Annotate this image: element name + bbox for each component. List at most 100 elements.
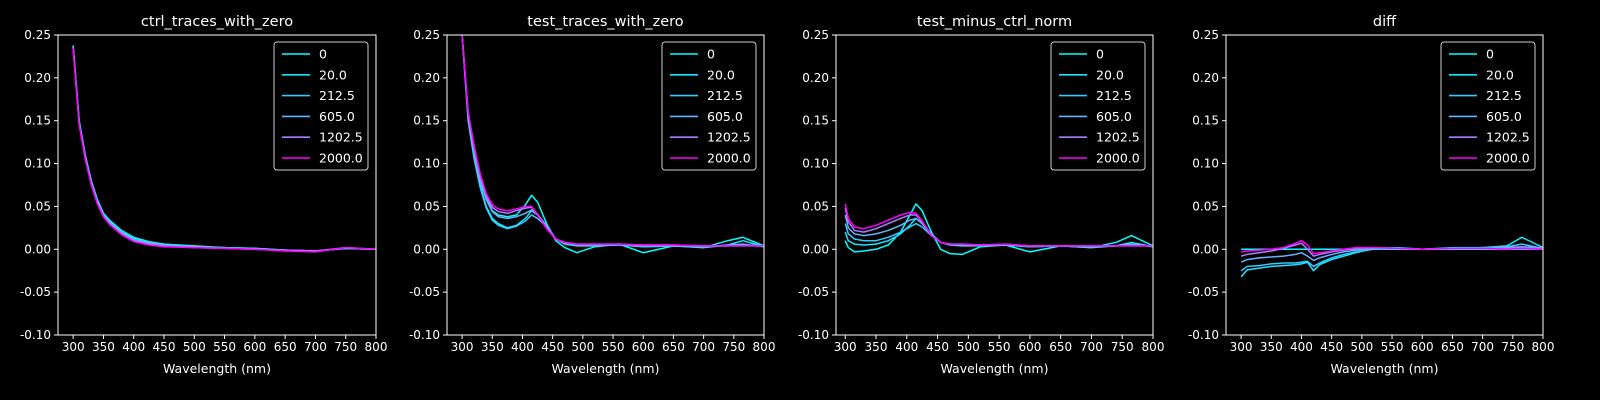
x-tick-label: 650 xyxy=(274,340,297,354)
x-tick-label: 450 xyxy=(926,340,949,354)
legend-label: 212.5 xyxy=(319,88,355,103)
y-tick-label: 0.00 xyxy=(24,242,51,256)
legend: 0 20.0 212.5 605.0 1202.5 2000.0 xyxy=(661,41,757,171)
x-tick-label: 600 xyxy=(632,340,655,354)
legend-label: 605.0 xyxy=(707,109,743,124)
x-tick-label: 800 xyxy=(1532,340,1555,354)
x-axis-label: Wavelength (nm) xyxy=(941,361,1049,376)
y-tick-label: 0.10 xyxy=(802,157,829,171)
x-tick-label: 600 xyxy=(243,340,266,354)
x-tick-label: 300 xyxy=(1230,340,1253,354)
legend-label: 2000.0 xyxy=(319,151,363,166)
y-tick-label: 0.00 xyxy=(413,242,440,256)
series-line-2000.0 xyxy=(461,35,764,247)
legend-label: 1202.5 xyxy=(1486,130,1530,145)
series-line-1202.5 xyxy=(844,207,1153,247)
legend-label: 605.0 xyxy=(1486,109,1522,124)
legend-label: 1202.5 xyxy=(1096,130,1140,145)
series-line-2000.0 xyxy=(72,48,376,253)
y-tick-label: -0.05 xyxy=(409,285,440,299)
x-tick-label: 300 xyxy=(62,340,85,354)
x-tick-label: 700 xyxy=(1471,340,1494,354)
y-tick-label: -0.05 xyxy=(798,285,829,299)
legend-label: 0 xyxy=(1486,47,1494,62)
legend-label: 2000.0 xyxy=(707,151,751,166)
x-tick-label: 350 xyxy=(865,340,888,354)
x-tick-label: 500 xyxy=(957,340,980,354)
y-tick-label: 0.15 xyxy=(1192,114,1219,128)
series-line-212.5 xyxy=(844,222,1153,248)
y-tick-label: 0.00 xyxy=(802,242,829,256)
series-line-2000.0 xyxy=(844,203,1153,247)
y-tick-label: -0.10 xyxy=(20,328,51,342)
x-tick-label: 400 xyxy=(1290,340,1313,354)
x-tick-label: 300 xyxy=(451,340,474,354)
legend-label: 20.0 xyxy=(1096,67,1124,82)
series-line-20.0 xyxy=(1240,236,1543,278)
y-tick-label: 0.05 xyxy=(413,199,440,213)
x-tick-label: 450 xyxy=(541,340,564,354)
axes-frame xyxy=(835,34,1154,336)
y-tick-label: 0.15 xyxy=(413,114,440,128)
y-tick-label: 0.25 xyxy=(413,28,440,42)
x-tick-label: 700 xyxy=(692,340,715,354)
y-tick-label: 0.00 xyxy=(1192,242,1219,256)
axes-frame xyxy=(446,34,765,336)
x-tick-label: 800 xyxy=(753,340,776,354)
x-tick-label: 500 xyxy=(1350,340,1373,354)
x-tick-label: 300 xyxy=(834,340,857,354)
x-tick-label: 350 xyxy=(481,340,504,354)
y-tick-label: 0.20 xyxy=(1192,71,1219,85)
y-tick-label: 0.25 xyxy=(24,28,51,42)
legend-label: 1202.5 xyxy=(707,130,751,145)
legend-label: 605.0 xyxy=(319,109,355,124)
x-tick-label: 550 xyxy=(213,340,236,354)
legend-label: 212.5 xyxy=(707,88,743,103)
x-tick-label: 400 xyxy=(511,340,534,354)
legend: 0 20.0 212.5 605.0 1202.5 2000.0 xyxy=(1440,41,1536,171)
x-tick-label: 700 xyxy=(304,340,327,354)
chart-panel-4: 300 350 400 450 500 550 600 650 700 750 800 -0.10 -0… xyxy=(1188,14,1555,376)
x-tick-label: 700 xyxy=(1080,340,1103,354)
legend: 0 20.0 212.5 605.0 1202.5 2000.0 xyxy=(1050,41,1146,171)
y-tick-label: 0.20 xyxy=(802,71,829,85)
legend: 0 20.0 212.5 605.0 1202.5 2000.0 xyxy=(273,41,369,171)
legend-label: 212.5 xyxy=(1486,88,1522,103)
axes-frame xyxy=(1225,34,1544,336)
x-tick-label: 500 xyxy=(183,340,206,354)
chart-title: diff xyxy=(1373,14,1397,30)
y-tick-label: -0.05 xyxy=(1188,285,1219,299)
y-tick-label: 0.10 xyxy=(413,157,440,171)
series-group xyxy=(844,203,1153,256)
legend-label: 1202.5 xyxy=(319,130,363,145)
x-tick-label: 400 xyxy=(122,340,145,354)
legend-label: 212.5 xyxy=(1096,88,1132,103)
y-tick-label: 0.10 xyxy=(24,157,51,171)
legend-label: 20.0 xyxy=(319,67,347,82)
y-tick-label: 0.25 xyxy=(802,28,829,42)
x-tick-label: 450 xyxy=(153,340,176,354)
chart-panel-1: 300 350 400 450 500 550 600 650 700 750 800 -0.10 -0… xyxy=(20,14,388,376)
x-tick-label: 500 xyxy=(571,340,594,354)
chart-title: test_traces_with_zero xyxy=(527,14,684,30)
y-tick-label: 0.20 xyxy=(413,71,440,85)
legend-label: 20.0 xyxy=(707,67,735,82)
y-tick-label: 0.05 xyxy=(802,199,829,213)
x-axis-label: Wavelength (nm) xyxy=(163,361,271,376)
x-tick-label: 550 xyxy=(602,340,625,354)
x-axis-label: Wavelength (nm) xyxy=(552,361,660,376)
x-tick-label: 750 xyxy=(1501,340,1524,354)
legend-label: 0 xyxy=(1096,47,1104,62)
x-tick-label: 550 xyxy=(988,340,1011,354)
series-line-2000.0 xyxy=(1240,239,1543,255)
axes-frame xyxy=(57,34,377,336)
x-tick-label: 600 xyxy=(1411,340,1434,354)
chart-title: test_minus_ctrl_norm xyxy=(917,14,1072,30)
y-tick-label: 0.10 xyxy=(1192,157,1219,171)
x-tick-label: 800 xyxy=(365,340,388,354)
y-tick-label: 0.15 xyxy=(802,114,829,128)
legend-label: 2000.0 xyxy=(1096,151,1140,166)
x-tick-label: 350 xyxy=(1260,340,1283,354)
y-tick-label: 0.15 xyxy=(24,114,51,128)
